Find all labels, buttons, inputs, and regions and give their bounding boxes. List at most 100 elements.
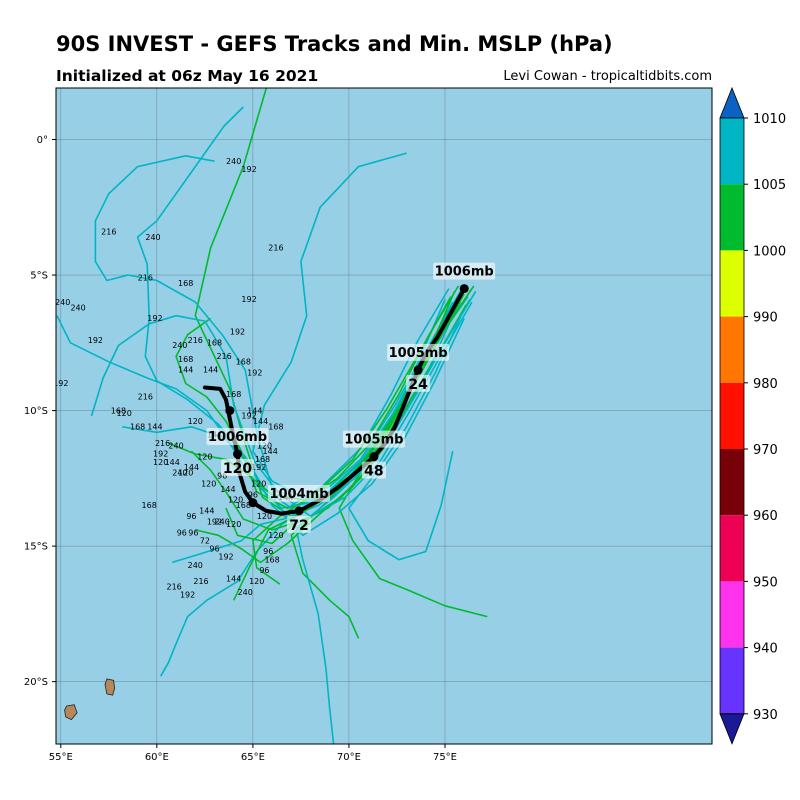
hour-label: 168 [130, 423, 145, 432]
hour-label: 240 [172, 469, 187, 478]
axis-ticks: 55°E 60°E 65°E 70°E 75°E 0° 5°S 10°S 15°S 20°S [24, 135, 457, 763]
hour-label: 120 [249, 577, 264, 586]
colorbar-tick-label: 970 [753, 443, 778, 458]
colorbar-segment [720, 118, 744, 185]
colorbar-bottom-arrow [719, 713, 745, 745]
hour-label: 240 [145, 233, 160, 242]
hour-label: 168 [111, 406, 126, 415]
track-point [459, 284, 469, 294]
track-point [225, 406, 235, 416]
hour-label: 216 [268, 244, 283, 253]
lat-tick-label: 15°S [24, 542, 48, 553]
member-track [348, 312, 464, 561]
track-point [369, 452, 379, 462]
hour-label: 240 [226, 157, 241, 166]
hour-label: 168 [226, 390, 241, 399]
hour-label: 120 [188, 417, 203, 426]
colorbar-tick-label: 1005 [753, 178, 786, 193]
hour-label: 144 [147, 423, 162, 432]
hour-label: 96 [188, 528, 198, 537]
colorbar-tick-label: 990 [753, 311, 778, 326]
hour-label: 144 [178, 366, 193, 375]
colorbar-tick-label: 960 [753, 509, 778, 524]
colorbar-tick-label: 940 [753, 642, 778, 657]
colorbar-segment [720, 316, 744, 383]
map-frame [55, 87, 713, 745]
hour-label-bg [221, 458, 255, 476]
hour-label: 72 [200, 536, 210, 545]
hour-label: 240 [70, 303, 85, 312]
hour-label: 240 [238, 588, 253, 597]
colorbar-tick-label: 1000 [753, 244, 786, 259]
lon-tick-label: 65°E [241, 752, 265, 763]
hour-label: 144 [165, 458, 180, 467]
hour-label: 240 [55, 298, 70, 307]
mslp-label-bg [433, 262, 496, 280]
track-point [248, 498, 258, 508]
forecast-hour-label: 72 [289, 518, 308, 534]
hour-label: 192 [241, 295, 256, 304]
hour-label: 192 [180, 591, 195, 600]
hour-label: 144 [199, 507, 214, 516]
track-point [413, 365, 423, 375]
hour-label: 216 [193, 577, 208, 586]
hour-label: 240 [172, 341, 187, 350]
hour-label: 192 [207, 517, 222, 526]
colorbar-segment [720, 382, 744, 449]
colorbar-tick-label: 930 [753, 708, 778, 723]
hour-label: 168 [142, 501, 157, 510]
mslp-label: 1005mb [389, 346, 448, 361]
colorbar-segment [720, 515, 744, 582]
mslp-label-bg [387, 343, 450, 361]
colorbar-frame [719, 117, 745, 715]
hour-label: 168 [264, 555, 279, 564]
init-time: Initialized at 06z May 16 2021 [56, 67, 319, 85]
hour-label: 216 [138, 393, 153, 402]
mslp-label: 1006mb [208, 430, 267, 445]
hour-label: 120 [197, 452, 212, 461]
lat-tick-label: 10°S [24, 406, 48, 417]
colorbar-tick-label: 1010 [753, 112, 786, 127]
hour-label-bg [361, 461, 386, 479]
member-track [94, 155, 465, 537]
colorbar-segment [720, 581, 744, 648]
hour-label: 120 [228, 496, 243, 505]
mslp-label: 1005mb [344, 433, 403, 448]
hour-label: 216 [216, 352, 231, 361]
hour-label: 192 [251, 463, 266, 472]
member-track [290, 288, 450, 744]
hour-label: 192 [147, 314, 162, 323]
colorbar-tick-label: 980 [753, 377, 778, 392]
member-track [122, 307, 458, 528]
hour-label: 144 [253, 417, 268, 426]
page-title: 90S INVEST - GEFS Tracks and Min. MSLP (… [56, 32, 613, 56]
forecast-hour-label: 48 [364, 464, 383, 480]
island-mauritius [104, 678, 116, 696]
hour-label: 120 [268, 531, 283, 540]
mslp-label-bg [206, 427, 269, 445]
hour-label: 96 [259, 566, 269, 575]
islands [64, 678, 116, 721]
grid-lines [56, 88, 712, 744]
lat-tick-label: 20°S [24, 677, 48, 688]
hour-label: 240 [188, 561, 203, 570]
hour-label: 96 [177, 528, 187, 537]
hour-label: 144 [226, 574, 241, 583]
hour-label: 240 [168, 442, 183, 451]
hour-label: 168 [236, 501, 251, 510]
forecast-hour-label: 24 [408, 377, 428, 393]
hour-label: 96 [248, 490, 258, 499]
colorbar-segment [720, 647, 744, 714]
track-point [294, 506, 304, 516]
hour-label: 216 [166, 582, 181, 591]
credit-text: Levi Cowan - tropicaltidbits.com [503, 69, 712, 84]
hour-label: 216 [138, 273, 153, 282]
member-track [136, 106, 454, 509]
hour-label: 120 [251, 479, 266, 488]
lon-tick-label: 60°E [145, 752, 169, 763]
hour-label: 192 [241, 165, 256, 174]
colorbar-segment [720, 250, 744, 317]
hour-label: 168 [207, 339, 222, 348]
mslp-label-bg [267, 484, 330, 502]
